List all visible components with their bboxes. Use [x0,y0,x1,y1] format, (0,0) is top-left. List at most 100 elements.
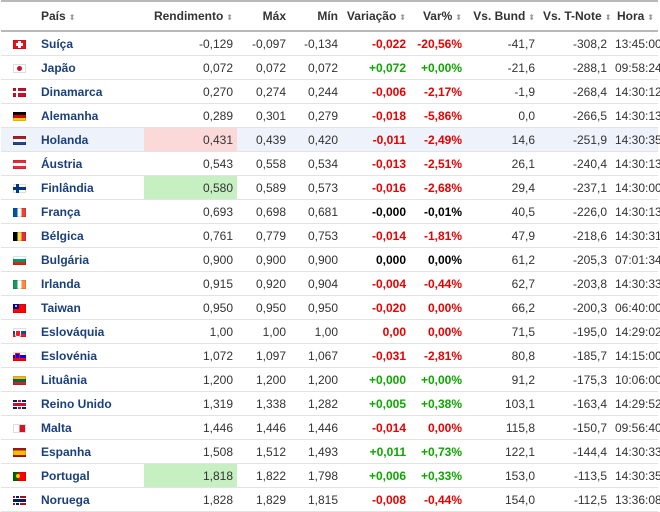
country-link[interactable]: Espanha [37,439,144,464]
netherlands-flag-icon [12,135,26,145]
flag-cell [1,79,37,104]
country-link[interactable]: Japão [37,55,144,80]
change-cell: -0,018 [342,103,410,128]
table-row[interactable]: Reino Unido 1,319 1,338 1,282 +0,005 +0,38% 10… [1,391,660,416]
table-row[interactable]: Malta 1,446 1,446 1,446 -0,014 0,00% 115,8 -150… [1,415,660,440]
flag-cell [1,391,37,416]
high-cell: 0,589 [237,175,290,200]
table-row[interactable]: Suíça -0,129 -0,097 -0,134 -0,022 -20,56% -41,… [1,31,660,56]
country-link[interactable]: Reino Unido [37,391,144,416]
column-header-label: Var% [422,9,453,23]
vs-tnote-cell: -195,0 [539,319,611,344]
vs-bund-cell: 29,4 [466,175,539,200]
table-row[interactable]: Áustria 0,543 0,558 0,534 -0,013 -2,51% 26,1 -2… [1,151,660,176]
country-link[interactable]: Malta [37,415,144,440]
low-cell: 0,904 [290,271,342,296]
country-link[interactable]: Lituânia [37,367,144,392]
slovakia-flag-icon [12,327,26,337]
table-row[interactable]: Dinamarca 0,270 0,274 0,244 -0,006 -2,17% -1,9… [1,79,660,104]
table-row[interactable]: Finlândia 0,580 0,589 0,573 -0,016 -2,68% 29,4… [1,175,660,200]
country-link[interactable]: Bulgária [37,247,144,272]
column-header-vs-bund[interactable]: Vs. Bund ⬍ [466,0,539,32]
country-link[interactable]: Holanda [37,127,144,152]
table-row[interactable]: França 0,693 0,698 0,681 -0,000 -0,01% 40,5 -22… [1,199,660,224]
high-cell: 0,072 [237,55,290,80]
table-row[interactable]: Eslovénia 1,072 1,097 1,067 -0,031 -2,81% 80,8… [1,343,660,368]
table-row[interactable]: Taiwan 0,950 0,950 0,950 -0,020 0,00% 66,2 -200… [1,295,660,320]
table-row[interactable]: Bulgária 0,900 0,900 0,900 0,000 0,00% 61,2 -20… [1,247,660,272]
sort-arrows-icon[interactable]: ⬍ [604,13,612,22]
high-cell: 0,558 [237,151,290,176]
yield-cell: 1,072 [144,343,237,368]
table-row[interactable]: Alemanha 0,289 0,301 0,279 -0,018 -5,86% 0,0 -2… [1,103,660,128]
change-pct-cell: -0,44% [410,271,466,296]
table-row[interactable]: Japão 0,072 0,072 0,072 +0,072 +0,00% -21,6 -28… [1,55,660,80]
high-cell: 0,920 [237,271,290,296]
change-cell: +0,006 [342,463,410,488]
vs-tnote-cell: -185,7 [539,343,611,368]
country-link[interactable]: Finlândia [37,175,144,200]
yield-cell: 0,072 [144,55,237,80]
flag-cell [1,127,37,152]
country-link[interactable]: Eslováquia [37,319,144,344]
sort-arrows-icon[interactable]: ⬍ [528,13,535,22]
sort-arrows-icon[interactable]: ⬍ [68,13,76,22]
country-link[interactable]: Irlanda [37,271,144,296]
time-cell: 06:40:00 [611,295,660,320]
low-cell: 0,279 [290,103,342,128]
sort-arrows-icon[interactable]: ⬍ [226,13,233,22]
column-header-vs-tnote[interactable]: Vs. T-Note ⬍ [539,0,612,32]
table-row[interactable]: Espanha 1,508 1,512 1,493 +0,011 +0,73% 122,1-… [1,439,660,464]
high-cell: 0,950 [237,295,290,320]
country-link[interactable]: Alemanha [37,103,144,128]
low-cell: 0,244 [290,79,342,104]
country-link[interactable]: Portugal [37,463,144,488]
change-pct-cell: 0,00% [410,247,466,272]
vs-tnote-cell: -200,3 [539,295,611,320]
vs-bund-cell: 47,9 [466,223,539,248]
sort-arrows-icon[interactable]: ⬍ [455,13,462,22]
low-cell: 0,072 [290,55,342,80]
flag-cell [1,271,37,296]
column-header-label: Vs. T-Note [543,9,602,23]
column-header-yield[interactable]: Rendimento ⬍ [144,0,237,32]
table-row[interactable]: Eslováquia 1,00 1,00 1,00 0,00 0,00% 71,5 -195,… [1,319,660,344]
column-header-country[interactable]: País ⬍ [37,0,144,32]
change-pct-cell: +0,38% [410,391,466,416]
high-cell: 1,822 [237,463,290,488]
table-row[interactable]: Portugal 1,818 1,822 1,798 +0,006 +0,33% 153,0… [1,463,660,488]
table-row[interactable]: Lituânia 1,200 1,200 1,200 +0,000 +0,00% 91,2-… [1,367,660,392]
country-link[interactable]: Bélgica [37,223,144,248]
change-cell: -0,008 [342,487,410,512]
yield-cell: 0,543 [144,151,237,176]
time-cell: 14:30:13 [611,151,660,176]
high-cell: 1,338 [237,391,290,416]
change-cell: +0,000 [342,367,410,392]
change-cell: -0,006 [342,79,410,104]
sort-arrows-icon[interactable]: ⬍ [647,13,654,22]
time-cell: 07:01:34 [611,247,660,272]
change-pct-cell: -5,86% [410,103,466,128]
country-link[interactable]: Suíça [37,31,144,56]
low-cell: 1,815 [290,487,342,512]
time-cell: 09:56:40 [611,415,660,440]
country-link[interactable]: Dinamarca [37,79,144,104]
table-row[interactable]: Irlanda 0,915 0,920 0,904 -0,004 -0,44% 62,7 -2… [1,271,660,296]
vs-tnote-cell: -112,5 [539,487,611,512]
column-header-time[interactable]: Hora ⬍ [611,0,658,32]
country-link[interactable]: Áustria [37,151,144,176]
column-header-change-pct[interactable]: Var% ⬍ [410,0,466,32]
table-row[interactable]: Noruega 1,828 1,829 1,815 -0,008 -0,44% 154,0-… [1,487,660,512]
country-link[interactable]: Taiwan [37,295,144,320]
vs-bund-cell: -1,9 [466,79,539,104]
country-link[interactable]: França [37,199,144,224]
table-row[interactable]: Bélgica 0,761 0,779 0,753 -0,014 -1,81% 47,9 -2… [1,223,660,248]
column-header-change[interactable]: Variação ⬍ [342,0,410,32]
country-link[interactable]: Eslovénia [37,343,144,368]
flag-cell [1,439,37,464]
column-header-low: Mín [290,0,342,32]
table-row[interactable]: Holanda 0,431 0,439 0,420 -0,011 -2,49% 14,6 -2… [1,127,660,152]
sort-arrows-icon[interactable]: ⬍ [399,13,406,22]
column-header-label: Mín [317,9,338,23]
country-link[interactable]: Noruega [37,487,144,512]
